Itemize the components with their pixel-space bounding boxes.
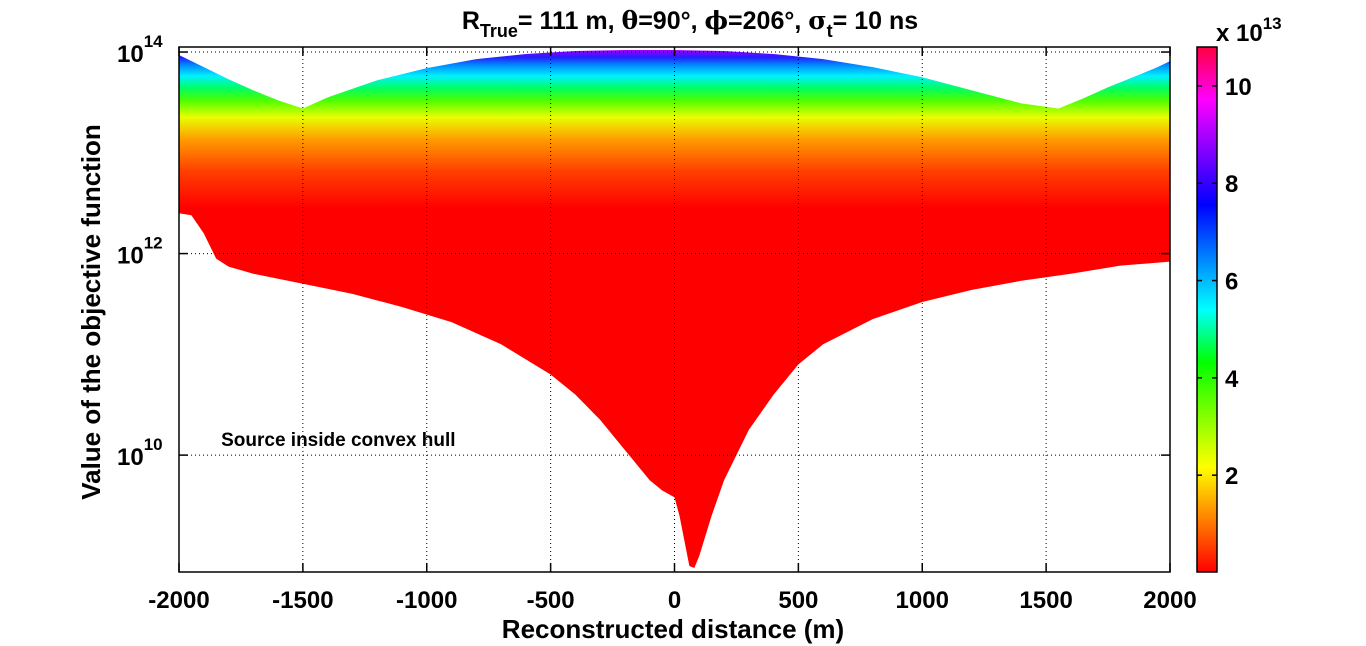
x-tick-label: -1500 [272, 587, 333, 614]
x-tick-label: 500 [778, 587, 818, 614]
y-tick-label: 1012 [117, 234, 163, 270]
x-tick-label: -500 [527, 587, 575, 614]
colorbar-gradient [1196, 46, 1218, 573]
colorbar-tick-label: 8 [1225, 171, 1238, 198]
x-tick-label: 0 [668, 587, 681, 614]
x-tick-label: 2000 [1143, 587, 1196, 614]
x-tick-label: 1500 [1019, 587, 1072, 614]
colorbar: 2 4 6 8 10 [1196, 46, 1252, 573]
colorbar-tick-label: 10 [1225, 74, 1252, 101]
colorbar-tick-label: 2 [1225, 463, 1238, 490]
y-axis-title: Value of the objective function [76, 124, 106, 500]
chart-title: RTrue= 111 m, θ=90°, ϕ=206°, σt= 10 ns [462, 6, 918, 41]
y-tick-label: 1014 [117, 32, 163, 68]
x-axis-title: Reconstructed distance (m) [502, 614, 844, 644]
colorbar-tick-label: 4 [1225, 366, 1239, 393]
colorbar-tick-label: 6 [1225, 269, 1238, 296]
plot-area: -2000 -1500 -1000 -500 0 500 1000 1500 2000 1010 1… [117, 32, 1197, 614]
x-tick-label: -1000 [396, 587, 457, 614]
x-tick-label: 1000 [896, 587, 949, 614]
x-tick-label: -2000 [148, 587, 209, 614]
colorbar-exponent-label: x 1013 [1216, 14, 1282, 47]
y-tick-label: 1010 [117, 435, 163, 471]
source-annotation: Source inside convex hull [221, 430, 455, 451]
